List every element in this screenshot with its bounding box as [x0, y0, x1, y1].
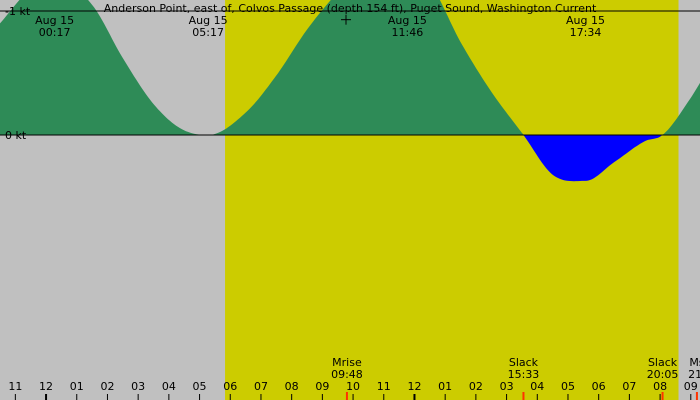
hour-tick-label: 11: [377, 380, 391, 393]
hour-tick-label: 05: [561, 380, 575, 393]
hour-tick-label: 04: [162, 380, 176, 393]
hour-tick-label: 06: [592, 380, 606, 393]
hour-tick-label: 04: [530, 380, 544, 393]
hour-tick-label: 01: [70, 380, 84, 393]
top-label-date: Aug 15: [388, 14, 427, 27]
hour-tick-label: 09: [315, 380, 329, 393]
hour-tick-label: 03: [500, 380, 514, 393]
ebb-current-area: [0, 0, 700, 135]
event-label-time: 15:33: [508, 368, 540, 381]
hour-tick-label: 01: [438, 380, 452, 393]
hour-tick-label: 08: [653, 380, 667, 393]
hour-tick-label: 05: [193, 380, 207, 393]
hour-tick-label: 02: [100, 380, 114, 393]
event-label-time: 09:48: [331, 368, 363, 381]
hour-tick-label: 12: [407, 380, 421, 393]
hour-tick-label: 07: [254, 380, 268, 393]
event-label-name: Slack: [648, 356, 678, 369]
top-label-date: Aug 15: [189, 14, 228, 27]
hour-tick-label: 09: [684, 380, 698, 393]
hour-tick-labels: 11 12 01 02 03 04 05 06 07 08 09 10 11 12 01 02 03 04 05 06…: [8, 380, 698, 400]
hour-tick-label: 12: [39, 380, 53, 393]
top-label-time: 05:17: [192, 26, 224, 39]
top-label-time: 00:17: [39, 26, 71, 39]
hour-tick-label: 03: [131, 380, 145, 393]
event-label-name: Mrise: [332, 356, 362, 369]
hour-tick-label: 07: [622, 380, 636, 393]
top-label-time: 17:34: [570, 26, 602, 39]
current-marker: [341, 14, 352, 25]
event-label-time: 21:: [688, 368, 700, 381]
event-label-name: Ms: [689, 356, 700, 369]
hour-tick-label: 02: [469, 380, 483, 393]
chart-title: Anderson Point, east of, Colvos Passage …: [104, 2, 597, 15]
flood-current-area: [0, 135, 700, 182]
top-label-date: Aug 15: [566, 14, 605, 27]
hour-tick-label: 06: [223, 380, 237, 393]
y-tick-labels: 0 kt -1 kt: [5, 5, 31, 142]
event-label-time: 20:05: [647, 368, 679, 381]
hour-tick-label: 08: [285, 380, 299, 393]
event-label-name: Slack: [509, 356, 539, 369]
gridlines: [0, 10, 700, 136]
y-tick-label: -1 kt: [5, 5, 31, 18]
top-label-time: 11:46: [392, 26, 424, 39]
hour-tick-label: 10: [346, 380, 360, 393]
y-tick-label: 0 kt: [5, 129, 27, 142]
hour-tick-label: 11: [8, 380, 22, 393]
top-label-date: Aug 15: [35, 14, 74, 27]
